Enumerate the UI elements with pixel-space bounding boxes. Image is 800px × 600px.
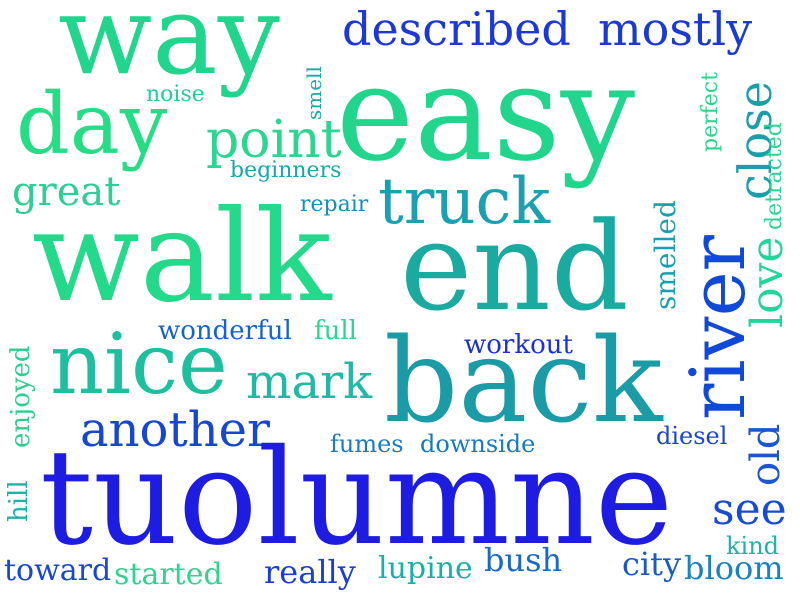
word-smell: smell — [302, 66, 326, 120]
word-workout: workout — [464, 330, 573, 360]
word-walk: walk — [32, 183, 332, 330]
word-repair: repair — [300, 192, 369, 217]
word-kind: kind — [726, 532, 780, 560]
word-full: full — [314, 316, 357, 346]
word-downside: downside — [420, 430, 536, 458]
word-started: started — [114, 557, 223, 592]
word-fumes: fumes — [330, 430, 404, 458]
word-perfect: perfect — [698, 72, 723, 152]
word-described: described — [342, 2, 571, 56]
word-tuolumne: tuolumne — [40, 421, 674, 575]
word-day: day — [16, 75, 168, 173]
word-love: love — [742, 236, 793, 328]
word-truck: truck — [378, 165, 551, 239]
word-easy: easy — [336, 37, 636, 191]
word-another: another — [80, 402, 270, 458]
word-mostly: mostly — [598, 2, 753, 56]
word-toward: toward — [4, 553, 112, 588]
word-point: point — [206, 110, 342, 170]
word-enjoyed: enjoyed — [6, 345, 36, 448]
word-back: back — [384, 314, 663, 449]
word-diesel: diesel — [656, 422, 728, 450]
word-mark: mark — [246, 354, 373, 410]
word-bush: bush — [484, 541, 563, 579]
word-noise: noise — [146, 82, 205, 107]
word-bloom: bloom — [684, 549, 784, 587]
word-way: way — [58, 0, 280, 99]
word-detracted: detracted — [762, 122, 787, 230]
word-hill: hill — [4, 480, 34, 522]
word-end: end — [400, 196, 629, 338]
word-see: see — [712, 484, 787, 535]
word-city: city — [622, 545, 682, 583]
word-beginners: beginners — [230, 158, 342, 183]
word-lupine: lupine — [378, 551, 473, 586]
word-smelled: smelled — [649, 200, 682, 310]
word-really: really — [264, 553, 356, 591]
word-nice: nice — [50, 315, 228, 413]
word-great: great — [12, 169, 121, 215]
word-wonderful: wonderful — [158, 316, 292, 346]
word-old: old — [743, 423, 789, 486]
